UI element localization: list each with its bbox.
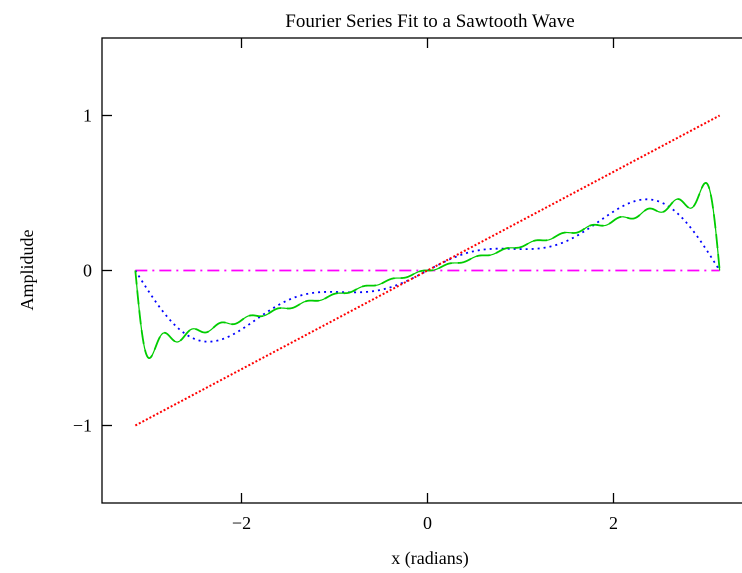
series-layer	[134, 114, 721, 427]
chart-title: Fourier Series Fit to a Sawtooth Wave	[285, 11, 574, 32]
y-axis-label: Amplidude	[17, 229, 37, 310]
y-tick-label: 1	[83, 106, 92, 126]
y-tick-label: −1	[73, 416, 92, 436]
x-tick-label: 0	[423, 513, 432, 533]
x-tick-label: 2	[609, 513, 618, 533]
x-axis-label: x (radians)	[391, 548, 468, 569]
ticks: −2 0 2 −1 0 1	[73, 38, 618, 533]
x-tick-label: −2	[232, 513, 251, 533]
y-tick-label: 0	[83, 261, 92, 281]
series-line-4	[134, 182, 721, 359]
